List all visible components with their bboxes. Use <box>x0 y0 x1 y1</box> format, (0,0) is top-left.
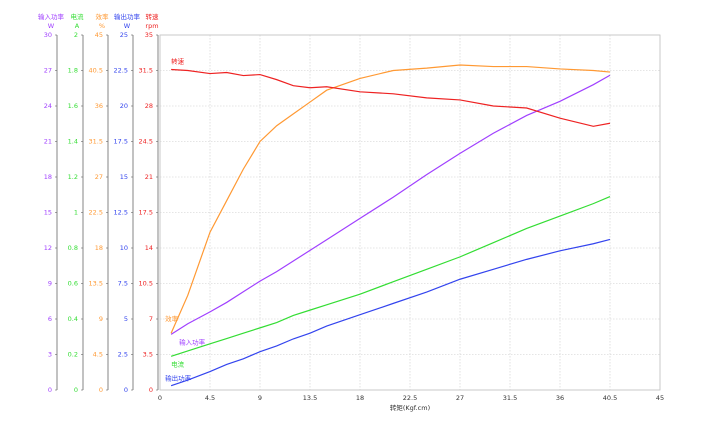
y-tick-label: 0 <box>48 386 52 394</box>
axis-unit: A <box>75 22 80 30</box>
axis-name: 输入功率 <box>38 12 65 21</box>
y-tick-label: 0.8 <box>68 244 78 252</box>
y-tick-label: 36 <box>95 102 103 110</box>
y-tick-label: 2.5 <box>118 351 128 359</box>
y-tick-label: 12.5 <box>114 209 128 217</box>
y-tick-label: 31.5 <box>89 138 103 146</box>
y-tick-label: 9 <box>48 280 52 288</box>
series-label: 转速 <box>171 56 185 65</box>
y-tick-label: 18 <box>44 173 52 181</box>
y-tick-label: 6 <box>48 315 52 323</box>
series-line <box>170 74 611 335</box>
y-tick-label: 27 <box>44 67 52 75</box>
y-tick-label: 28 <box>145 102 153 110</box>
y-tick-label: 24 <box>44 102 52 110</box>
x-tick-label: 27 <box>456 394 464 402</box>
y-tick-label: 1.2 <box>68 173 78 181</box>
y-tick-label: 13.5 <box>89 280 103 288</box>
y-tick-label: 1.8 <box>68 67 78 75</box>
axis-unit: W <box>48 22 55 30</box>
y-tick-label: 1.6 <box>68 102 78 110</box>
y-tick-label: 1.4 <box>68 138 78 146</box>
y-tick-label: 0 <box>149 386 153 394</box>
x-tick-label: 36 <box>556 394 564 402</box>
series-label: 效率 <box>165 314 179 323</box>
series-label: 输出功率 <box>165 374 192 383</box>
y-tick-label: 10 <box>120 244 128 252</box>
y-tick-label: 12 <box>44 244 52 252</box>
x-tick-label: 4.5 <box>205 394 215 402</box>
axis-name: 转速 <box>146 12 160 21</box>
y-tick-label: 1 <box>74 209 78 217</box>
axis-name: 输出功率 <box>114 12 141 21</box>
x-tick-label: 0 <box>158 394 162 402</box>
y-tick-label: 17.5 <box>139 209 153 217</box>
y-tick-label: 20 <box>120 102 128 110</box>
y-tick-label: 7 <box>149 315 153 323</box>
series-line <box>170 64 611 334</box>
y-tick-label: 5 <box>124 315 128 323</box>
y-tick-label: 3.5 <box>143 351 153 359</box>
y-tick-label: 21 <box>44 138 52 146</box>
y-tick-label: 0.2 <box>68 351 78 359</box>
y-tick-label: 4.5 <box>93 351 103 359</box>
x-tick-label: 31.5 <box>503 394 517 402</box>
y-tick-label: 21 <box>145 173 153 181</box>
axis-unit: % <box>99 22 105 30</box>
y-tick-label: 14 <box>145 244 153 252</box>
y-tick-label: 25 <box>120 31 128 39</box>
x-axis-title: 转矩(Kgf.cm) <box>390 403 430 412</box>
y-tick-label: 0.6 <box>68 280 78 288</box>
y-tick-label: 0 <box>74 386 78 394</box>
axis-name: 电流 <box>71 12 85 21</box>
y-tick-label: 22.5 <box>89 209 103 217</box>
x-tick-label: 22.5 <box>403 394 417 402</box>
y-tick-label: 0 <box>124 386 128 394</box>
y-tick-label: 10.5 <box>139 280 153 288</box>
y-tick-label: 0.4 <box>68 315 78 323</box>
y-tick-label: 15 <box>44 209 52 217</box>
y-tick-label: 17.5 <box>114 138 128 146</box>
axis-unit: W <box>124 22 131 30</box>
series-label: 输入功率 <box>179 337 206 346</box>
y-tick-label: 30 <box>44 31 52 39</box>
y-tick-label: 31.5 <box>139 67 153 75</box>
series-label: 电流 <box>171 359 185 368</box>
x-tick-label: 45 <box>656 394 664 402</box>
y-tick-label: 3 <box>48 351 52 359</box>
x-tick-label: 40.5 <box>603 394 617 402</box>
y-tick-label: 24.5 <box>139 138 153 146</box>
series-line <box>170 195 611 357</box>
x-tick-label: 9 <box>258 394 262 402</box>
y-tick-label: 0 <box>99 386 103 394</box>
y-tick-label: 7.5 <box>118 280 128 288</box>
y-tick-label: 2 <box>74 31 78 39</box>
series-line <box>170 238 611 387</box>
series-line <box>171 68 611 127</box>
y-tick-label: 18 <box>95 244 103 252</box>
y-tick-label: 22.5 <box>114 67 128 75</box>
axis-name: 效率 <box>96 12 110 21</box>
axis-unit: rpm <box>145 22 158 30</box>
x-tick-label: 13.5 <box>303 394 317 402</box>
y-tick-label: 15 <box>120 173 128 181</box>
y-tick-label: 9 <box>99 315 103 323</box>
x-tick-label: 18 <box>356 394 364 402</box>
y-tick-label: 35 <box>145 31 153 39</box>
y-tick-label: 45 <box>95 31 103 39</box>
y-tick-label: 40.5 <box>89 67 103 75</box>
y-tick-label: 27 <box>95 173 103 181</box>
